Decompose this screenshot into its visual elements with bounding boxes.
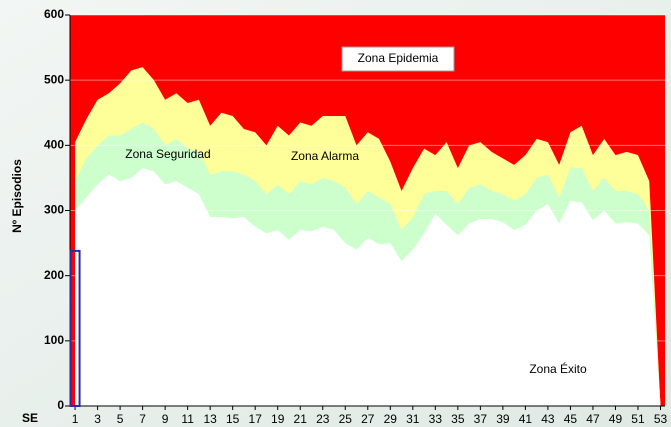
x-tick-label: 17 <box>249 412 263 426</box>
x-tick-label: 37 <box>474 412 488 426</box>
x-tick-label: 25 <box>339 412 353 426</box>
x-tick-label: 43 <box>541 412 555 426</box>
x-tick-label: 27 <box>361 412 375 426</box>
x-tick-label: 39 <box>496 412 510 426</box>
x-tick-label: 15 <box>226 412 240 426</box>
x-tick-label: 21 <box>294 412 308 426</box>
x-tick-label: 41 <box>519 412 533 426</box>
x-tick-label: 47 <box>586 412 600 426</box>
y-axis-label: Nº Episodios <box>10 159 24 233</box>
x-tick-label: 13 <box>203 412 217 426</box>
label-box <box>341 46 455 72</box>
x-tick-label: 19 <box>271 412 285 426</box>
y-tick-label: 400 <box>44 138 64 152</box>
y-tick-label: 600 <box>44 7 64 21</box>
y-tick-label: 500 <box>44 72 64 86</box>
current-week-bar <box>69 249 81 407</box>
x-tick-label: 35 <box>451 412 465 426</box>
y-tick-label: 100 <box>44 333 64 347</box>
x-tick-label: 5 <box>117 412 124 426</box>
zone-label: Zona Éxito <box>529 361 587 376</box>
zone-label: Zona Seguridad <box>125 147 210 161</box>
y-tick-label: 0 <box>57 398 64 412</box>
x-tick-label: 1 <box>72 412 79 426</box>
x-tick-label: 7 <box>139 412 146 426</box>
x-tick-label: 51 <box>631 412 645 426</box>
x-tick-label: 11 <box>181 412 194 426</box>
zone-label: Zona Epidemia <box>358 51 439 65</box>
x-tick-label: 9 <box>162 412 169 426</box>
x-tick-label: 33 <box>429 412 443 426</box>
zone-label: Zona Alarma <box>291 149 359 163</box>
x-tick-label: 3 <box>94 412 101 426</box>
x-tick-label: 31 <box>406 412 420 426</box>
x-tick-label: 53 <box>654 412 668 426</box>
x-tick-label: 29 <box>384 412 398 426</box>
x-axis-label: SE <box>22 411 38 425</box>
y-tick-label: 200 <box>44 268 64 282</box>
x-tick-label: 49 <box>609 412 623 426</box>
x-tick-label: 23 <box>316 412 330 426</box>
x-tick-label: 45 <box>564 412 578 426</box>
zone-area <box>75 168 661 406</box>
y-tick-label: 300 <box>44 203 64 217</box>
